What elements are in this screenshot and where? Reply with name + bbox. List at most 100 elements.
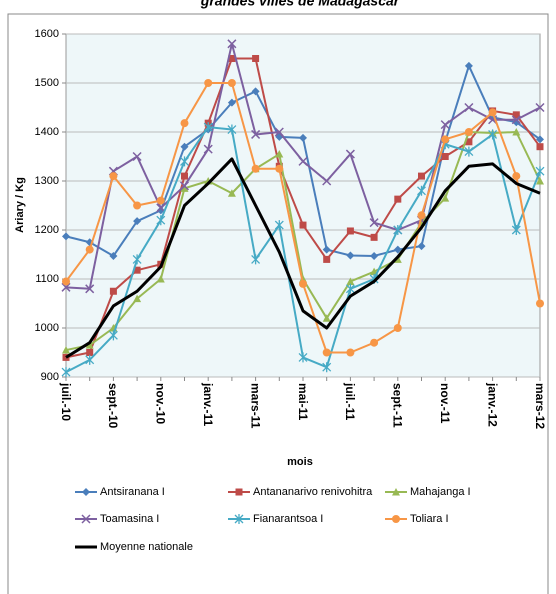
marker <box>535 166 545 177</box>
marker <box>204 79 213 87</box>
marker <box>62 346 70 354</box>
marker <box>535 102 545 113</box>
y-tick-label: 1600 <box>35 28 59 40</box>
marker <box>370 338 379 347</box>
y-tick-label: 1500 <box>35 77 59 89</box>
x-tick-label: nov.-11 <box>438 383 452 424</box>
marker <box>512 172 521 181</box>
legend-label: Antananarivo renivohitra <box>253 486 373 498</box>
marker <box>180 142 189 151</box>
marker <box>109 287 117 295</box>
marker <box>227 124 237 135</box>
marker <box>251 254 261 265</box>
marker <box>133 201 142 210</box>
legend-label: Fianarantsoa I <box>253 513 323 525</box>
marker <box>251 87 260 96</box>
marker <box>346 227 354 235</box>
marker <box>86 349 94 356</box>
marker <box>511 225 521 235</box>
marker <box>227 98 236 107</box>
marker <box>203 144 213 154</box>
marker <box>370 251 379 260</box>
x-tick-label: sept.-10 <box>106 383 120 429</box>
marker <box>109 251 118 260</box>
marker <box>392 488 400 496</box>
chart-title: grandes villes de Madagascar <box>200 0 401 9</box>
y-tick-label: 1000 <box>35 322 59 334</box>
x-tick-label: janv.-11 <box>201 382 215 426</box>
y-tick-label: 1200 <box>35 224 59 236</box>
marker <box>464 128 473 136</box>
marker <box>251 129 261 139</box>
marker <box>298 352 308 363</box>
marker <box>345 149 355 159</box>
marker <box>299 221 307 229</box>
marker <box>323 255 331 263</box>
marker <box>441 194 450 202</box>
marker <box>441 135 450 144</box>
marker <box>346 277 355 285</box>
x-tick-label: juil.-11 <box>343 382 357 421</box>
x-axis-title: mois <box>287 456 313 468</box>
marker <box>536 299 544 308</box>
x-tick-label: nov.-10 <box>154 383 168 424</box>
marker <box>394 195 402 203</box>
x-tick-label: sept.-11 <box>391 383 405 428</box>
marker <box>488 129 498 140</box>
marker <box>82 488 90 496</box>
marker <box>156 196 165 205</box>
marker <box>156 203 166 213</box>
marker <box>393 324 402 332</box>
marker <box>417 211 426 220</box>
marker <box>536 135 544 144</box>
legend-label: Toamasina I <box>100 513 159 525</box>
marker <box>346 348 355 357</box>
marker <box>85 341 94 349</box>
marker <box>109 172 118 181</box>
marker <box>62 232 70 241</box>
marker <box>85 354 95 365</box>
marker <box>234 514 244 524</box>
marker <box>274 220 284 231</box>
marker <box>441 153 449 160</box>
marker <box>156 215 166 226</box>
legend-label: Moyenne nationale <box>100 541 193 553</box>
marker <box>85 245 94 254</box>
marker <box>180 119 189 128</box>
marker <box>132 151 142 162</box>
marker <box>275 164 284 173</box>
marker <box>133 217 142 226</box>
marker <box>369 218 379 228</box>
marker <box>370 233 378 241</box>
marker <box>392 515 400 523</box>
marker <box>299 133 307 142</box>
marker <box>393 245 402 254</box>
legend-label: Toliara I <box>410 513 449 525</box>
marker <box>81 514 91 524</box>
marker <box>179 181 190 191</box>
marker <box>322 176 332 186</box>
marker <box>85 284 95 294</box>
marker <box>108 330 118 341</box>
marker <box>203 122 213 133</box>
marker <box>62 277 70 286</box>
marker <box>228 55 236 62</box>
legend-label: Mahajanga I <box>410 486 471 498</box>
marker <box>275 150 284 158</box>
marker <box>488 108 497 117</box>
marker <box>322 362 332 373</box>
marker <box>227 79 236 87</box>
marker <box>440 120 450 130</box>
marker <box>132 254 142 265</box>
marker <box>61 367 71 378</box>
x-tick-label: janv.-12 <box>485 382 499 427</box>
marker <box>417 242 426 251</box>
marker <box>512 128 521 136</box>
marker <box>298 156 308 166</box>
x-tick-label: mars-12 <box>533 383 547 429</box>
marker <box>464 146 474 157</box>
y-tick-label: 900 <box>41 371 59 383</box>
y-axis-title: Ariary / Kg <box>14 177 26 233</box>
marker <box>322 314 331 322</box>
marker <box>322 245 331 254</box>
